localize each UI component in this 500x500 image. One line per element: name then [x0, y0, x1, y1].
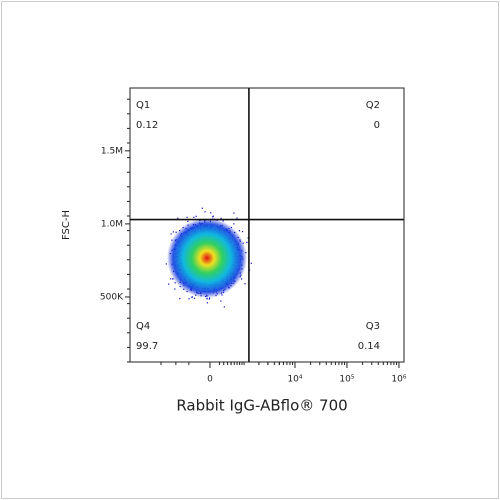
plot-area	[129, 87, 405, 363]
quadrant-name: Q3	[366, 321, 380, 332]
event-dot	[244, 283, 246, 285]
event-dot	[186, 216, 188, 218]
event-dot	[206, 298, 208, 300]
quadrant-value: 0	[374, 120, 380, 131]
event-dot	[204, 211, 206, 213]
event-dot	[241, 278, 243, 280]
y-tick-label: 1.0M	[101, 219, 123, 229]
event-dot	[174, 288, 176, 290]
x-axis-label: Rabbit IgG-ABflo® 700	[176, 397, 347, 415]
event-dot	[201, 207, 203, 209]
event-dot	[223, 306, 225, 308]
quadrant-name: Q2	[366, 100, 380, 111]
event-dot	[220, 217, 222, 219]
event-dot	[212, 215, 214, 217]
x-tick-label: 10⁴	[287, 375, 302, 385]
event-dot	[170, 233, 172, 235]
event-dot	[165, 263, 167, 265]
quadrant-name: Q1	[136, 100, 150, 111]
event-dot	[170, 278, 172, 280]
event-dot	[220, 300, 222, 302]
event-dot	[187, 220, 189, 223]
event-dot	[191, 296, 193, 298]
event-dot	[250, 262, 252, 264]
event-dot	[238, 230, 241, 232]
x-tick-label: 10⁵	[339, 375, 354, 385]
event-dot	[175, 231, 177, 233]
quadrant-value: 0.12	[136, 120, 158, 131]
event-dot	[193, 216, 195, 218]
event-dot	[236, 217, 238, 219]
x-tick-label: 0	[207, 375, 213, 385]
event-dot	[174, 282, 176, 284]
event-dot	[168, 283, 170, 285]
event-dot	[233, 212, 235, 214]
event-dot	[172, 231, 174, 233]
event-dot	[246, 241, 248, 243]
density-core	[167, 218, 247, 298]
y-tick-label: 500K	[100, 292, 124, 302]
event-dot	[193, 297, 196, 299]
event-dot	[210, 212, 212, 214]
event-dot	[212, 216, 214, 218]
quadrant-value: 99.7	[136, 341, 158, 352]
y-tick-label: 1.5M	[101, 146, 123, 156]
event-dot	[208, 298, 210, 300]
event-dot	[177, 217, 179, 219]
x-tick-label: 10⁶	[391, 375, 406, 385]
event-dot	[195, 215, 197, 217]
event-dot	[209, 297, 211, 299]
event-dot	[191, 296, 193, 299]
event-dot	[233, 223, 235, 225]
event-dot	[222, 220, 224, 222]
y-axis-label: FSC-H	[61, 210, 72, 240]
quadrant-value: 0.14	[358, 341, 380, 352]
quadrant-name: Q4	[136, 321, 150, 332]
event-dot	[188, 298, 190, 300]
event-dot	[241, 231, 244, 233]
event-dot	[179, 298, 181, 300]
event-dot	[206, 302, 209, 304]
